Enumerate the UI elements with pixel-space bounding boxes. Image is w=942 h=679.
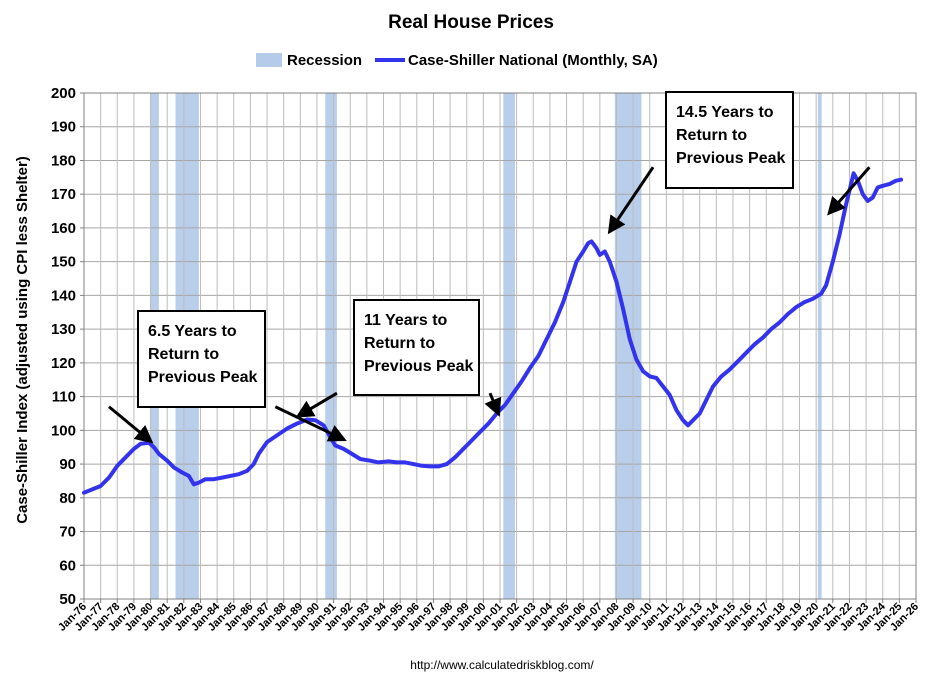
y-tick-label-3: 80 [59, 490, 76, 507]
annotation-arrow-eleven-1 [484, 392, 502, 417]
annotation-text-fourteen-0: 14.5 Years to [676, 104, 774, 121]
annotation-box-six [137, 310, 266, 408]
recession-band-2 [325, 93, 337, 599]
y-axis-ticks: 50 60 70 80 90 100 110 120 130 140 150 160 170 180 190… [51, 85, 84, 608]
source-url: http://www.calculatedriskblog.com/ [410, 658, 594, 672]
annotation-arrow-fourteen-1 [827, 166, 871, 216]
y-tick-label-14: 190 [51, 119, 76, 136]
y-tick-label-7: 120 [51, 355, 76, 372]
annotation-text-fourteen-1: Return to [676, 127, 747, 144]
annotation-text-six-2: Previous Peak [148, 369, 258, 386]
legend-swatch-recession [256, 53, 282, 67]
y-tick-label-9: 140 [51, 287, 76, 304]
y-tick-label-2: 70 [59, 524, 76, 541]
annotation-arrow-eleven-0 [295, 391, 338, 418]
legend-label-series: Case-Shiller National (Monthly, SA) [408, 52, 658, 69]
y-axis-label: Case-Shiller Index (adjusted using CPI l… [14, 156, 31, 524]
annotation-arrow-fourteen-0 [607, 166, 655, 235]
annotation-text-eleven-1: Return to [364, 335, 435, 352]
y-tick-label-0: 50 [59, 591, 76, 608]
annotation-box-fourteen [665, 91, 794, 189]
y-tick-label-13: 180 [51, 152, 76, 169]
legend: Recession Case-Shiller National (Monthly… [256, 52, 658, 69]
y-tick-label-4: 90 [59, 456, 76, 473]
annotation-text-six-0: 6.5 Years to [148, 323, 237, 340]
y-tick-label-10: 150 [51, 254, 76, 271]
series-line-0 [82, 171, 903, 495]
annotation-box-eleven [353, 299, 480, 396]
y-tick-label-5: 100 [51, 422, 76, 439]
series-layer [82, 171, 903, 495]
y-tick-label-8: 130 [51, 321, 76, 338]
y-tick-label-1: 60 [59, 557, 76, 574]
recession-band-5 [817, 93, 822, 599]
annotation-text-six-1: Return to [148, 346, 219, 363]
y-tick-label-11: 160 [51, 220, 76, 237]
y-tick-label-12: 170 [51, 186, 76, 203]
recession-band-4 [614, 93, 642, 599]
y-tick-label-15: 200 [51, 85, 76, 102]
annotation-arrow-six-1 [274, 405, 347, 442]
recession-band-3 [503, 93, 515, 599]
x-axis-ticks: Jan-76Jan-77Jan-78Jan-79Jan-80Jan-81Jan-… [56, 599, 921, 634]
annotation-text-eleven-2: Previous Peak [364, 358, 474, 375]
annotation-text-fourteen-2: Previous Peak [676, 150, 786, 167]
y-tick-label-6: 110 [52, 389, 76, 406]
annotation-text-eleven-0: 11 Years to [364, 312, 448, 329]
annotations: 6.5 Years to Return to Previous Peak 11 Yea… [108, 91, 871, 444]
chart-title: Real House Prices [388, 12, 554, 33]
annotation-arrow-six-0 [108, 405, 154, 444]
legend-label-recession: Recession [287, 52, 362, 69]
